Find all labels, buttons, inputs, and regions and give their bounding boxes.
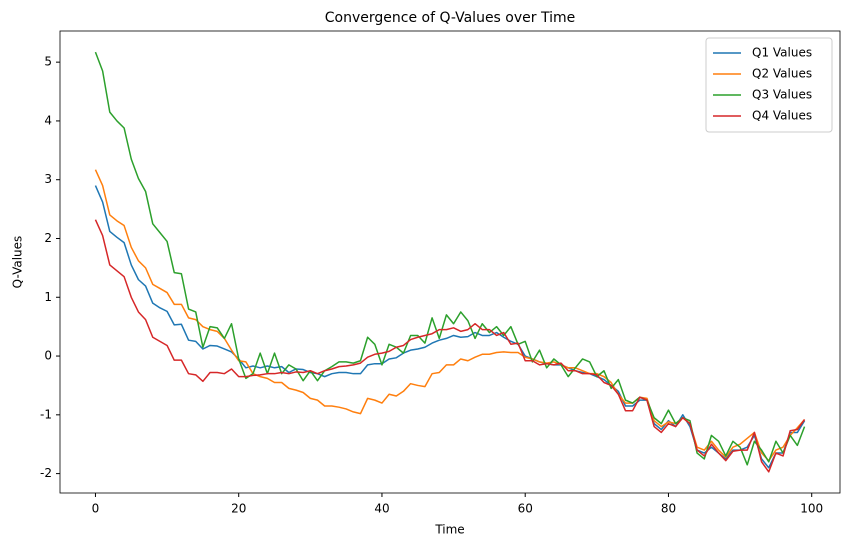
- y-axis-label: Q-Values: [11, 236, 25, 289]
- series-line: [94, 51, 806, 466]
- y-tick-label: 4: [44, 113, 52, 127]
- y-tick-label: 5: [44, 55, 52, 69]
- x-tick-label: 80: [661, 502, 676, 516]
- legend-label: Q2 Values: [752, 67, 812, 81]
- x-tick-label: 20: [231, 502, 246, 516]
- y-tick-label: 1: [44, 290, 52, 304]
- y-tick-label: 3: [44, 172, 52, 186]
- x-tick-label: 40: [374, 502, 389, 516]
- series-line: [94, 169, 806, 462]
- legend-label: Q4 Values: [752, 109, 812, 123]
- legend-label: Q1 Values: [752, 46, 812, 60]
- plot-frame: [59, 30, 841, 494]
- x-tick-label: 100: [800, 502, 823, 516]
- x-tick-label: 0: [92, 502, 100, 516]
- legend-label: Q3 Values: [752, 88, 812, 102]
- y-tick-label: -1: [40, 407, 52, 421]
- y-tick-label: 2: [44, 231, 52, 245]
- chart-title: Convergence of Q-Values over Time: [325, 10, 575, 26]
- series-line: [94, 219, 806, 473]
- y-tick-label: -2: [40, 466, 52, 480]
- series-line: [94, 185, 806, 469]
- x-axis-label: Time: [434, 523, 464, 537]
- y-tick-label: 0: [44, 349, 52, 363]
- legend-box: [705, 37, 833, 133]
- x-tick-label: 60: [518, 502, 533, 516]
